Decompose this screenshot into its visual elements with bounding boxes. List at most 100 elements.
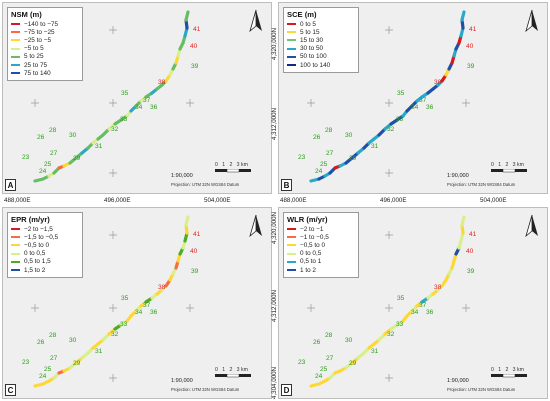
transect-segment xyxy=(184,10,190,22)
transect-label: 31 xyxy=(371,348,379,355)
legend-swatch xyxy=(11,47,20,50)
legend-swatch xyxy=(287,64,296,67)
legend-item: 5 to 15 xyxy=(287,28,355,36)
transect-label: 33 xyxy=(120,116,128,123)
transect-label: 28 xyxy=(325,127,333,134)
legend-item: −0,5 to 0 xyxy=(11,241,79,249)
scale-ratio: 1:90,000 xyxy=(171,173,193,179)
transect-label: 27 xyxy=(326,150,334,157)
transect-label: 31 xyxy=(371,143,379,150)
north-arrow-icon xyxy=(249,9,263,38)
grid-cross-mark xyxy=(385,304,393,312)
legend-label: −2 to −1,5 xyxy=(24,225,53,233)
transect-label: 36 xyxy=(150,104,158,111)
legend-item: 30 to 50 xyxy=(287,45,355,53)
legend-item: −5 to 5 xyxy=(11,45,79,53)
legend-label: 1,5 to 2 xyxy=(24,266,46,274)
grid-cross-mark xyxy=(109,231,117,239)
transect-label: 31 xyxy=(95,143,103,150)
transect-label: 38 xyxy=(434,284,442,291)
transect-label: 31 xyxy=(95,348,103,355)
legend-item: 0,5 to 1,5 xyxy=(11,258,79,266)
legend-item: 1,5 to 2 xyxy=(11,266,79,274)
legend-item: −2 to −1 xyxy=(287,225,355,233)
transect-label: 24 xyxy=(39,373,47,380)
transect-segment xyxy=(460,215,466,227)
legend-item: −140 to −75 xyxy=(11,20,79,28)
transect-label: 25 xyxy=(44,366,52,373)
transect-label: 37 xyxy=(143,97,151,104)
scale-ticks: 0 1 2 3 km xyxy=(215,162,248,168)
legend-swatch xyxy=(11,64,20,67)
north-arrow-icon xyxy=(525,9,539,38)
transect-label: 24 xyxy=(315,168,323,175)
grid-cross-mark xyxy=(31,99,39,107)
x-axis-label: 496,000E xyxy=(104,197,131,204)
transect-label: 26 xyxy=(313,339,321,346)
transect-label: 24 xyxy=(39,168,47,175)
transect-label: 28 xyxy=(49,332,57,339)
transect-label: 23 xyxy=(298,359,306,366)
projection-note: Projection: UTM 32N WGS84 Datum xyxy=(447,182,516,187)
legend-item: 100 to 140 xyxy=(287,61,355,69)
projection-note: Projection: UTM 32N WGS84 Datum xyxy=(447,387,516,392)
legend-item: −0,5 to 0 xyxy=(287,241,355,249)
transect-label: 26 xyxy=(313,134,321,141)
scale-ratio: 1:90,000 xyxy=(447,378,469,384)
transect-label: 29 xyxy=(73,360,81,367)
grid-cross-mark xyxy=(186,304,194,312)
legend-item: −2 to −1,5 xyxy=(11,225,79,233)
x-axis-label: 488,000E xyxy=(280,197,307,204)
legend-swatch xyxy=(287,260,296,263)
transect-label: 30 xyxy=(345,337,353,344)
transect-label: 32 xyxy=(387,126,395,133)
legend-title: NSM (m) xyxy=(11,10,42,19)
legend-swatch xyxy=(287,236,296,239)
legend-label: −1,5 to −0,5 xyxy=(24,233,59,241)
legend-swatch xyxy=(287,47,296,50)
transect-label: 27 xyxy=(50,150,58,157)
legend-title: EPR (m/yr) xyxy=(11,215,50,224)
transect-label: 36 xyxy=(426,309,434,316)
projection-note: Projection: UTM 32N WGS84 Datum xyxy=(171,182,240,187)
transect-label: 41 xyxy=(193,26,201,33)
y-axis-label: 4,312,000N xyxy=(271,290,278,322)
transect-label: 29 xyxy=(349,360,357,367)
legend-swatch xyxy=(287,39,296,42)
scale-ticks: 0 1 2 3 km xyxy=(215,367,248,373)
legend-label: 30 to 50 xyxy=(300,45,324,53)
legend-label: −2 to −1 xyxy=(300,225,324,233)
legend-item: −1,5 to −0,5 xyxy=(11,233,79,241)
legend-swatch xyxy=(287,269,296,272)
legend-label: 0 to 5 xyxy=(300,20,316,28)
panel-letter: A xyxy=(5,179,16,191)
legend-swatch xyxy=(11,31,20,34)
transect-label: 34 xyxy=(135,104,143,111)
transect-label: 25 xyxy=(320,366,328,373)
transect-label: 41 xyxy=(469,26,477,33)
panel-letter: B xyxy=(281,179,292,191)
scale-ratio: 1:90,000 xyxy=(447,173,469,179)
transect-label: 32 xyxy=(387,331,395,338)
legend-swatch xyxy=(287,31,296,34)
y-axis-label: 4,312,000N xyxy=(271,108,278,140)
legend-swatch xyxy=(11,228,20,231)
legend-label: 0,5 to 1 xyxy=(300,258,322,266)
legend-label: 0 to 0,5 xyxy=(300,250,322,258)
map-panel-a: 41 40 39 38 37 36 35 34 33 32 31 30 29 28 27 26 25 24 23 N… xyxy=(2,2,272,194)
grid-cross-mark xyxy=(109,169,117,177)
legend-swatch xyxy=(11,260,20,263)
transect-label: 26 xyxy=(37,339,45,346)
legend-swatch xyxy=(287,252,296,255)
transect-label: 35 xyxy=(121,295,129,302)
legend-swatch xyxy=(287,23,296,26)
transect-label: 39 xyxy=(191,63,199,70)
transect-label: 35 xyxy=(397,295,405,302)
scale-bar-block: 0 1 2 3 km 1:90,000 Projection: UTM 32N … xyxy=(171,367,267,395)
legend-swatch xyxy=(287,55,296,58)
legend-label: −140 to −75 xyxy=(24,20,59,28)
grid-cross-mark xyxy=(109,99,117,107)
transect-label: 23 xyxy=(22,154,30,161)
